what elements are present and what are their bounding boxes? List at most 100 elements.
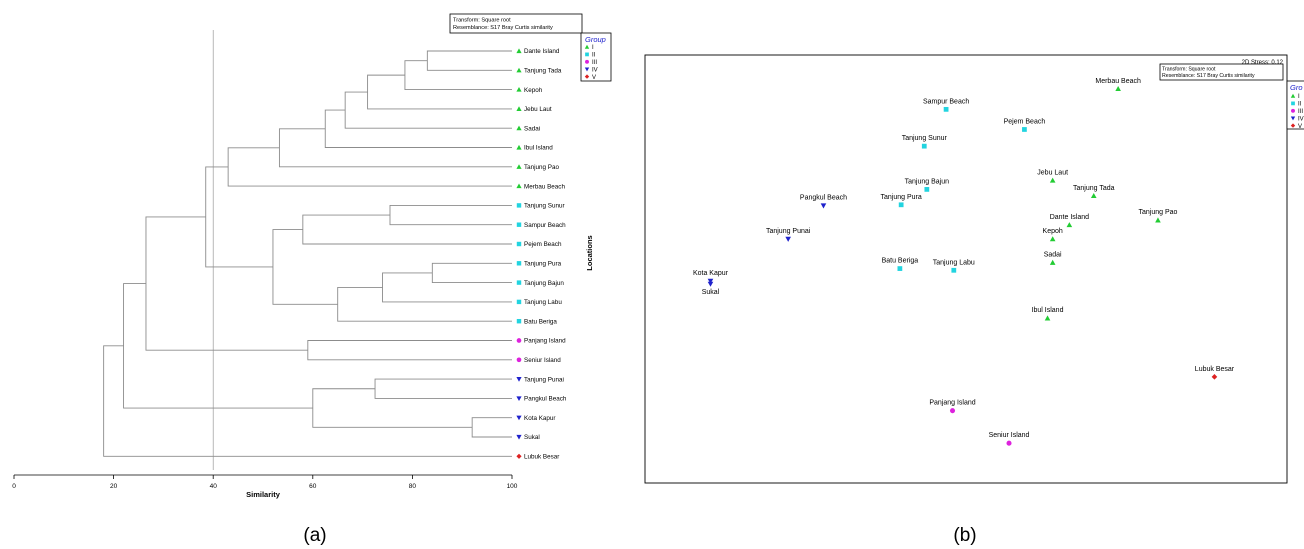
leaf-label: Seniur Island bbox=[524, 357, 561, 364]
legend-entry-label: II bbox=[592, 53, 596, 59]
leaf-marker-icon bbox=[516, 164, 522, 169]
leaf-marker-icon bbox=[516, 453, 522, 459]
point-label: Seniur Island bbox=[989, 432, 1030, 439]
leaf-label: Merbau Beach bbox=[524, 183, 565, 190]
dendrogram-merge bbox=[324, 109, 512, 148]
leaf-marker-icon bbox=[516, 377, 522, 382]
leaf-marker-icon bbox=[516, 299, 522, 305]
dendrogram-y-axis-title: Locations bbox=[585, 235, 594, 270]
leaf-marker-icon bbox=[516, 280, 522, 285]
legend-marker-icon bbox=[1291, 108, 1295, 113]
point-marker-icon bbox=[785, 236, 791, 242]
legend-entry-label: V bbox=[592, 75, 596, 81]
panel-b-label: (b) bbox=[953, 525, 976, 546]
dendrogram-transform-text: Transform: Square root bbox=[453, 18, 511, 24]
leaf-label: Kota Kapur bbox=[524, 415, 556, 422]
x-tick-label: 60 bbox=[309, 483, 317, 490]
point-marker-icon bbox=[1090, 193, 1097, 199]
point-marker-icon bbox=[949, 408, 956, 414]
legend-marker-icon bbox=[584, 74, 590, 79]
point-marker-icon bbox=[1066, 222, 1073, 228]
leaf-marker-icon bbox=[516, 261, 522, 266]
point-label: Tanjung Tada bbox=[1073, 185, 1115, 192]
dendrogram-merge bbox=[205, 166, 273, 268]
mds-point: Jebu Laut bbox=[1037, 169, 1068, 183]
dendrogram-legend-box bbox=[580, 32, 612, 82]
point-label: Panjang Island bbox=[929, 400, 975, 407]
mds-point: Sadai bbox=[1044, 252, 1062, 265]
dendrogram-merge bbox=[103, 345, 512, 457]
leaf-label: Sampur Beach bbox=[524, 222, 566, 229]
mds-point: Sukal bbox=[702, 281, 720, 296]
mds-point: Lubuk Besar bbox=[1195, 366, 1235, 380]
mds-point: Kepoh bbox=[1043, 228, 1063, 242]
mds-point: Tanjung Pura bbox=[881, 194, 922, 208]
point-label: Sampur Beach bbox=[923, 98, 969, 105]
leaf-label: Dante Island bbox=[524, 48, 560, 55]
point-marker-icon bbox=[897, 266, 903, 271]
leaf-marker-icon bbox=[516, 241, 522, 247]
leaf-marker-icon bbox=[516, 222, 522, 227]
dendrogram-merge bbox=[302, 214, 512, 245]
dendrogram-merge bbox=[312, 388, 473, 428]
point-marker-icon bbox=[921, 143, 927, 149]
dendrogram-merge bbox=[404, 60, 512, 91]
mds-stress-text: 2D Stress: 0.12 bbox=[1242, 60, 1284, 66]
legend-entry-label: V bbox=[1298, 124, 1302, 130]
point-marker-icon bbox=[1155, 217, 1161, 223]
point-marker-icon bbox=[1022, 127, 1027, 132]
leaf-label: Ibul Island bbox=[524, 145, 553, 152]
x-tick-label: 40 bbox=[210, 483, 218, 490]
leaf-label: Pangkul Beach bbox=[524, 396, 567, 403]
legend-marker-icon bbox=[1290, 93, 1296, 98]
point-marker-icon bbox=[1049, 177, 1056, 183]
leaf-label: Tanjung Pura bbox=[524, 261, 562, 268]
leaf-label: Tanjung Pao bbox=[524, 164, 560, 171]
point-label: Tanjung Pura bbox=[881, 194, 922, 201]
mds-point: Panjang Island bbox=[929, 400, 976, 414]
dendrogram-x-axis-title: Similarity bbox=[246, 490, 281, 499]
point-marker-icon bbox=[951, 267, 957, 273]
dendrogram-x-axis: 0 20 40 60 80 100 bbox=[12, 474, 518, 490]
point-marker-icon bbox=[707, 281, 714, 287]
point-label: Tanjung Punai bbox=[766, 228, 811, 235]
point-label: Kepoh bbox=[1043, 228, 1063, 235]
dendrogram-info-box bbox=[449, 13, 583, 34]
dendrogram-resemblance-text: Resemblance: S17 Bray Curtis similarity bbox=[453, 25, 553, 31]
point-marker-icon bbox=[1044, 315, 1051, 321]
point-label: Tanjung Pao bbox=[1138, 209, 1177, 216]
x-tick-label: 20 bbox=[110, 483, 118, 490]
mds-point: Merbau Beach bbox=[1095, 78, 1141, 92]
dendrogram-merge bbox=[426, 50, 512, 71]
leaf-marker-icon bbox=[516, 87, 522, 92]
dendrogram-merge bbox=[344, 91, 512, 129]
leaf-marker-icon bbox=[516, 67, 522, 73]
legend-marker-icon bbox=[585, 52, 589, 57]
point-marker-icon bbox=[1049, 259, 1056, 265]
x-tick-label: 80 bbox=[409, 483, 417, 490]
legend-entry-label: I bbox=[592, 45, 594, 51]
mds-points: Merbau Beach Sampur Beach Pejem Beach Tanju… bbox=[693, 78, 1235, 446]
dendrogram-leaves: Dante Island Tanjung Tada Kepoh Jebu Laut Sa… bbox=[516, 48, 567, 461]
panel-a-label: (a) bbox=[303, 525, 326, 546]
leaf-marker-icon bbox=[516, 396, 522, 401]
mds-resemblance-text: Resemblance: S17 Bray Curtis similarity bbox=[1162, 73, 1255, 79]
mds-point: Pangkul Beach bbox=[800, 195, 847, 209]
point-label: Tanjung Sunur bbox=[902, 135, 948, 142]
mds-point: Batu Beriga bbox=[882, 258, 918, 271]
point-label: Sadai bbox=[1044, 252, 1062, 259]
mds-panel: Transform: Square root Resemblance: S17 … bbox=[644, 54, 1304, 546]
point-label: Kota Kapur bbox=[693, 270, 729, 277]
x-tick-label: 0 bbox=[12, 483, 16, 490]
leaf-marker-icon bbox=[516, 106, 522, 111]
dendrogram-merge bbox=[382, 272, 512, 303]
leaf-label: Tanjung Punai bbox=[524, 376, 564, 383]
mds-point: Ibul Island bbox=[1032, 307, 1064, 321]
leaf-label: Sadai bbox=[524, 125, 540, 132]
point-marker-icon bbox=[820, 203, 827, 209]
dendrogram-merge bbox=[367, 74, 512, 110]
legend-marker-icon bbox=[1290, 123, 1296, 128]
mds-point: Sampur Beach bbox=[923, 98, 969, 112]
